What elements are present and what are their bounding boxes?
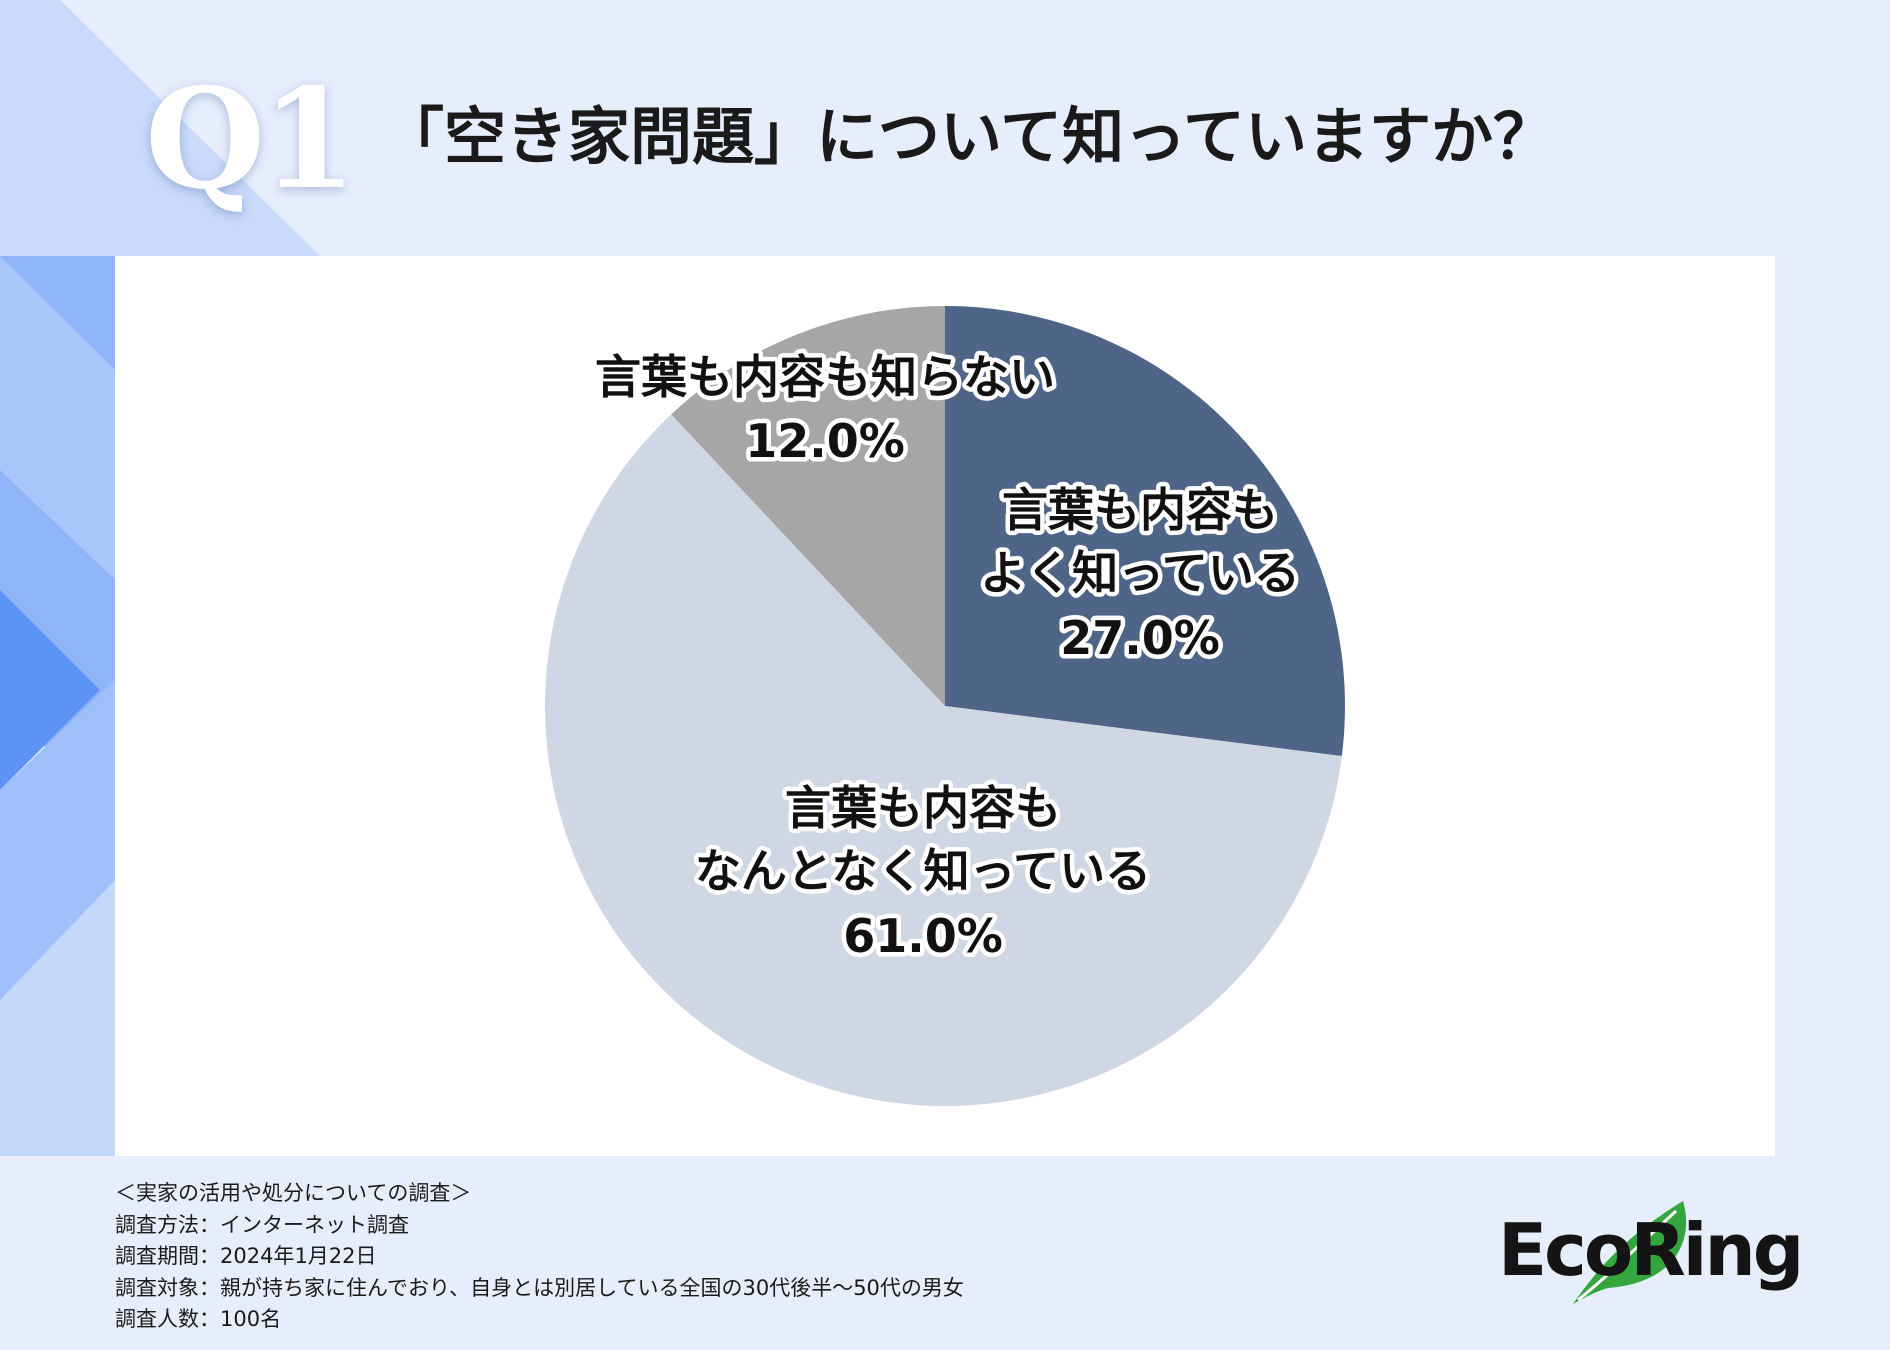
chart-panel: 言葉も内容も よく知っている 27.0% 言葉も内容も なんとなく知っている 61.0% 言… — [115, 256, 1775, 1156]
leaf-icon — [1573, 1201, 1687, 1304]
pie-value-label-3: 12.0% — [745, 414, 905, 468]
ecoring-logo: EcoRing — [1498, 1196, 1804, 1306]
survey-heading: ＜実家の活用や処分についての調査＞ — [115, 1181, 472, 1205]
pie-category-label-2: 言葉も内容も — [785, 781, 1061, 835]
logo-text: EcoRing — [1498, 1208, 1804, 1292]
pie-category-label-1: よく知っている — [980, 546, 1300, 600]
question-title: 「空き家問題」について知っていますか？ — [382, 100, 1556, 173]
survey-target: 調査対象：親が持ち家に住んでおり、自身とは別居している全国の30代後半〜50代の… — [115, 1275, 964, 1300]
survey-notes: ＜実家の活用や処分についての調査＞ 調査方法：インターネット調査 調査期間：20… — [115, 1178, 964, 1336]
pie-category-label-1: 言葉も内容も — [1002, 483, 1278, 537]
survey-respondents: 調査人数：100名 — [115, 1307, 282, 1331]
pie-slice-2 — [544, 414, 1342, 1106]
pie-category-label-2: なんとなく知っている — [695, 844, 1151, 898]
pie-value-label-1: 27.0% — [1060, 611, 1220, 665]
pie-slice-3 — [671, 306, 945, 706]
question-number: Q1 — [145, 57, 357, 220]
survey-period: 調査期間：2024年1月22日 — [115, 1244, 377, 1268]
survey-method: 調査方法：インターネット調査 — [115, 1212, 409, 1237]
pie-category-label-3: 言葉も内容も知らない — [595, 350, 1055, 404]
pie-slice-1 — [945, 306, 1345, 757]
pie-value-label-2: 61.0% — [843, 909, 1003, 963]
pie-chart: 言葉も内容もよく知っている27.0%言葉も内容もなんとなく知っている61.0%言… — [544, 306, 1345, 1106]
